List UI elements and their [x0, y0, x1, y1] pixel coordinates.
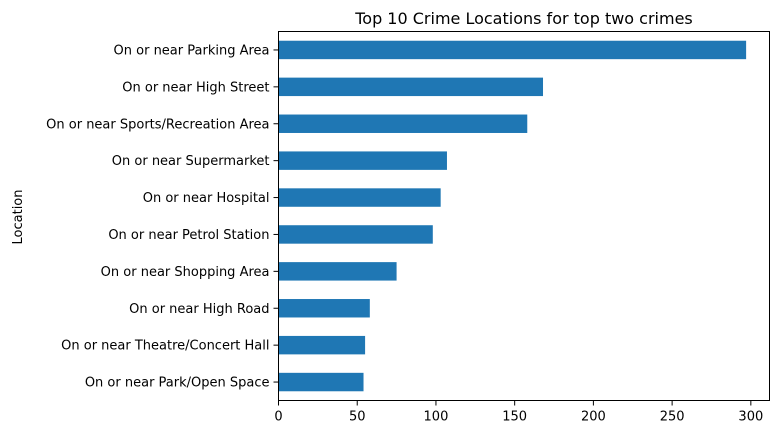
- y-tick-label: On or near Hospital: [143, 191, 270, 206]
- x-tick-label: 150: [502, 410, 527, 425]
- bar-7: [278, 299, 370, 318]
- x-tick-label: 50: [349, 410, 366, 425]
- x-tick-label: 300: [738, 410, 763, 425]
- x-tick-label: 250: [660, 410, 685, 425]
- bar-9: [278, 372, 364, 392]
- x-tick-label: 100: [424, 410, 449, 425]
- bar-0: [278, 40, 747, 60]
- bar-5: [278, 225, 433, 244]
- bar-4: [278, 188, 441, 207]
- y-tick-label: On or near Parking Area: [114, 43, 270, 58]
- x-ticks-layer: 0 50 100 150 200 250 300: [274, 400, 763, 425]
- y-tick-label: On or near High Street: [122, 80, 269, 95]
- bars-layer: [278, 40, 747, 392]
- x-tick-label: 200: [581, 410, 606, 425]
- y-tick-label: On or near High Road: [129, 302, 269, 317]
- bar-1: [278, 77, 544, 97]
- bar-3: [278, 151, 447, 170]
- bar-6: [278, 262, 397, 281]
- y-tick-label: On or near Shopping Area: [101, 265, 270, 280]
- y-tick-label: On or near Supermarket: [112, 154, 270, 169]
- bar-2: [278, 114, 528, 133]
- y-tick-label: On or near Petrol Station: [108, 228, 269, 243]
- x-tick-label: 0: [274, 410, 282, 425]
- y-axis-label: Location: [11, 190, 26, 245]
- chart-title: Top 10 Crime Locations for top two crime…: [354, 9, 693, 28]
- y-tick-label: On or near Sports/Recreation Area: [46, 117, 269, 132]
- bar-8: [278, 335, 366, 355]
- y-tick-label: On or near Theatre/Concert Hall: [61, 339, 269, 354]
- plot-frame: [278, 31, 770, 401]
- y-ticks-layer: On or near Parking Area On or near High S…: [46, 43, 279, 391]
- y-tick-label: On or near Park/Open Space: [85, 376, 270, 391]
